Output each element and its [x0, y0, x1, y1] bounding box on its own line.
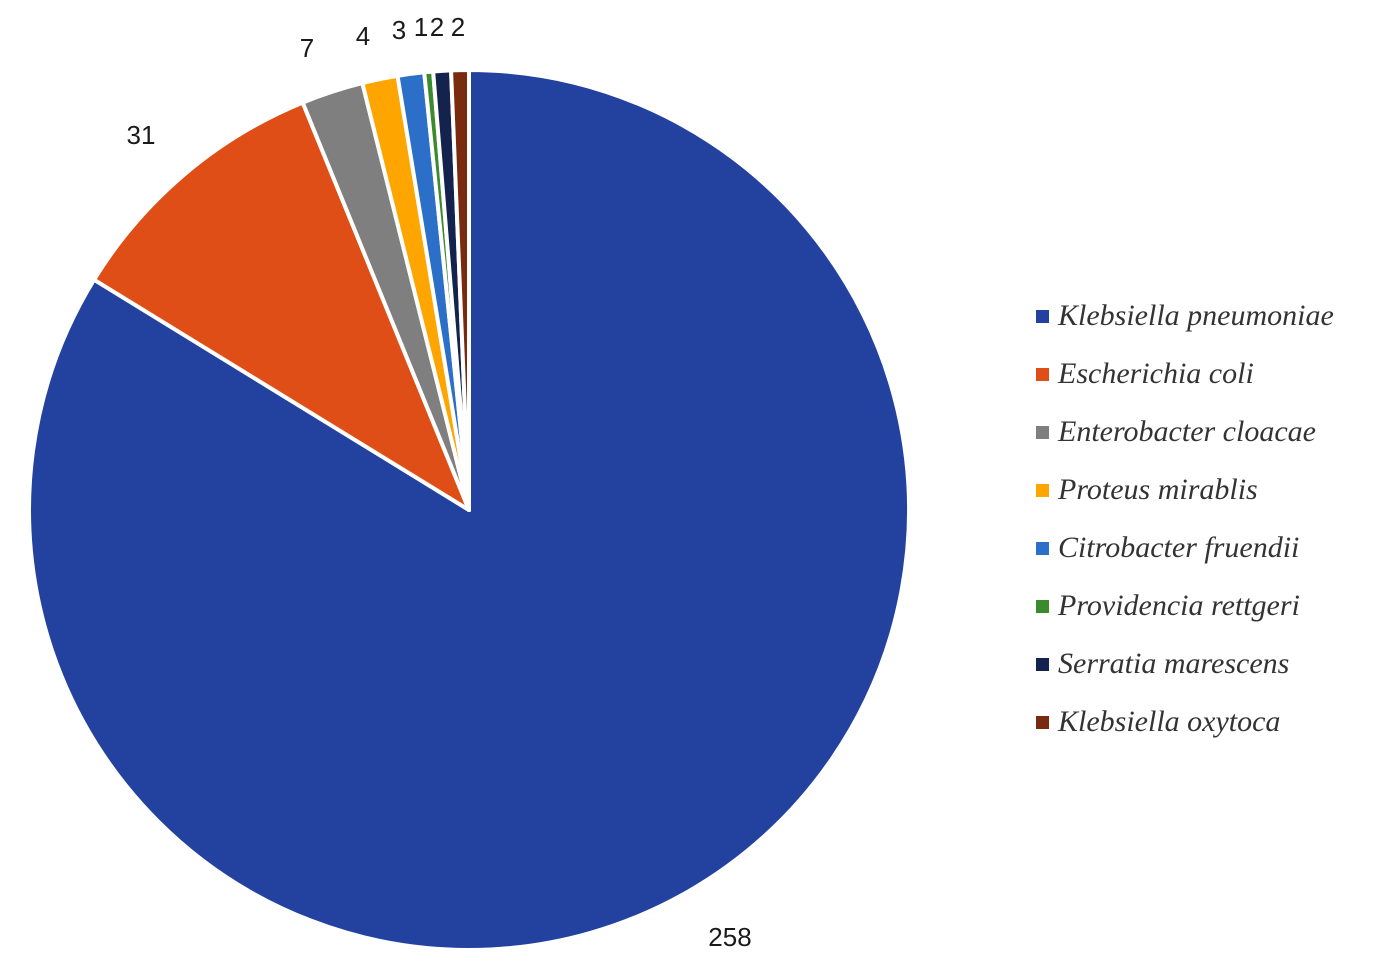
legend-label: Klebsiella oxytoca: [1058, 705, 1281, 738]
pie-slices: [27, 68, 911, 952]
legend-swatch: [1036, 309, 1049, 323]
data-label-escherichia-coli: 31: [127, 120, 156, 150]
data-label-enterobacter-cloacae: 7: [300, 33, 314, 63]
legend-item-klebsiella-pneumoniae: Klebsiella pneumoniae: [1036, 287, 1382, 345]
legend-label: Providencia rettgeri: [1058, 589, 1300, 622]
legend-swatch: [1036, 599, 1049, 613]
legend-swatch: [1036, 483, 1049, 497]
legend-label: Klebsiella pneumoniae: [1058, 299, 1334, 332]
pie-slice-klebsiella-pneumoniae: [27, 68, 911, 952]
pie-slice-escherichia-coli: [92, 100, 471, 512]
pie-slice-klebsiella-oxytoca: [449, 68, 471, 512]
data-label-serratia-marescens: 2: [430, 12, 444, 42]
legend-label: Serratia marescens: [1058, 647, 1290, 680]
data-label-citrobacter-fruendii: 3: [392, 15, 406, 45]
legend-swatch: [1036, 367, 1049, 381]
legend: Klebsiella pneumoniae Escherichia coli E…: [1036, 287, 1382, 751]
data-label-klebsiella-oxytoca: 2: [451, 12, 465, 42]
data-label-klebsiella-pneumoniae: 258: [708, 922, 751, 952]
legend-swatch: [1036, 657, 1049, 671]
legend-label: Proteus mirablis: [1058, 473, 1258, 506]
legend-label: Citrobacter fruendii: [1058, 531, 1300, 564]
legend-swatch: [1036, 425, 1049, 439]
legend-item-proteus-mirablis: Proteus mirablis: [1036, 461, 1382, 519]
legend-item-escherichia-coli: Escherichia coli: [1036, 345, 1382, 403]
legend-item-citrobacter-fruendii: Citrobacter fruendii: [1036, 519, 1382, 577]
legend-item-enterobacter-cloacae: Enterobacter cloacae: [1036, 403, 1382, 461]
data-label-providencia-rettgeri: 1: [414, 12, 428, 42]
legend-item-serratia-marescens: Serratia marescens: [1036, 635, 1382, 693]
legend-item-providencia-rettgeri: Providencia rettgeri: [1036, 577, 1382, 635]
legend-item-klebsiella-oxytoca: Klebsiella oxytoca: [1036, 693, 1382, 751]
legend-label: Escherichia coli: [1058, 357, 1254, 390]
legend-swatch: [1036, 715, 1049, 729]
data-label-proteus-mirablis: 4: [356, 21, 370, 51]
legend-label: Enterobacter cloacae: [1058, 415, 1316, 448]
legend-swatch: [1036, 541, 1049, 555]
